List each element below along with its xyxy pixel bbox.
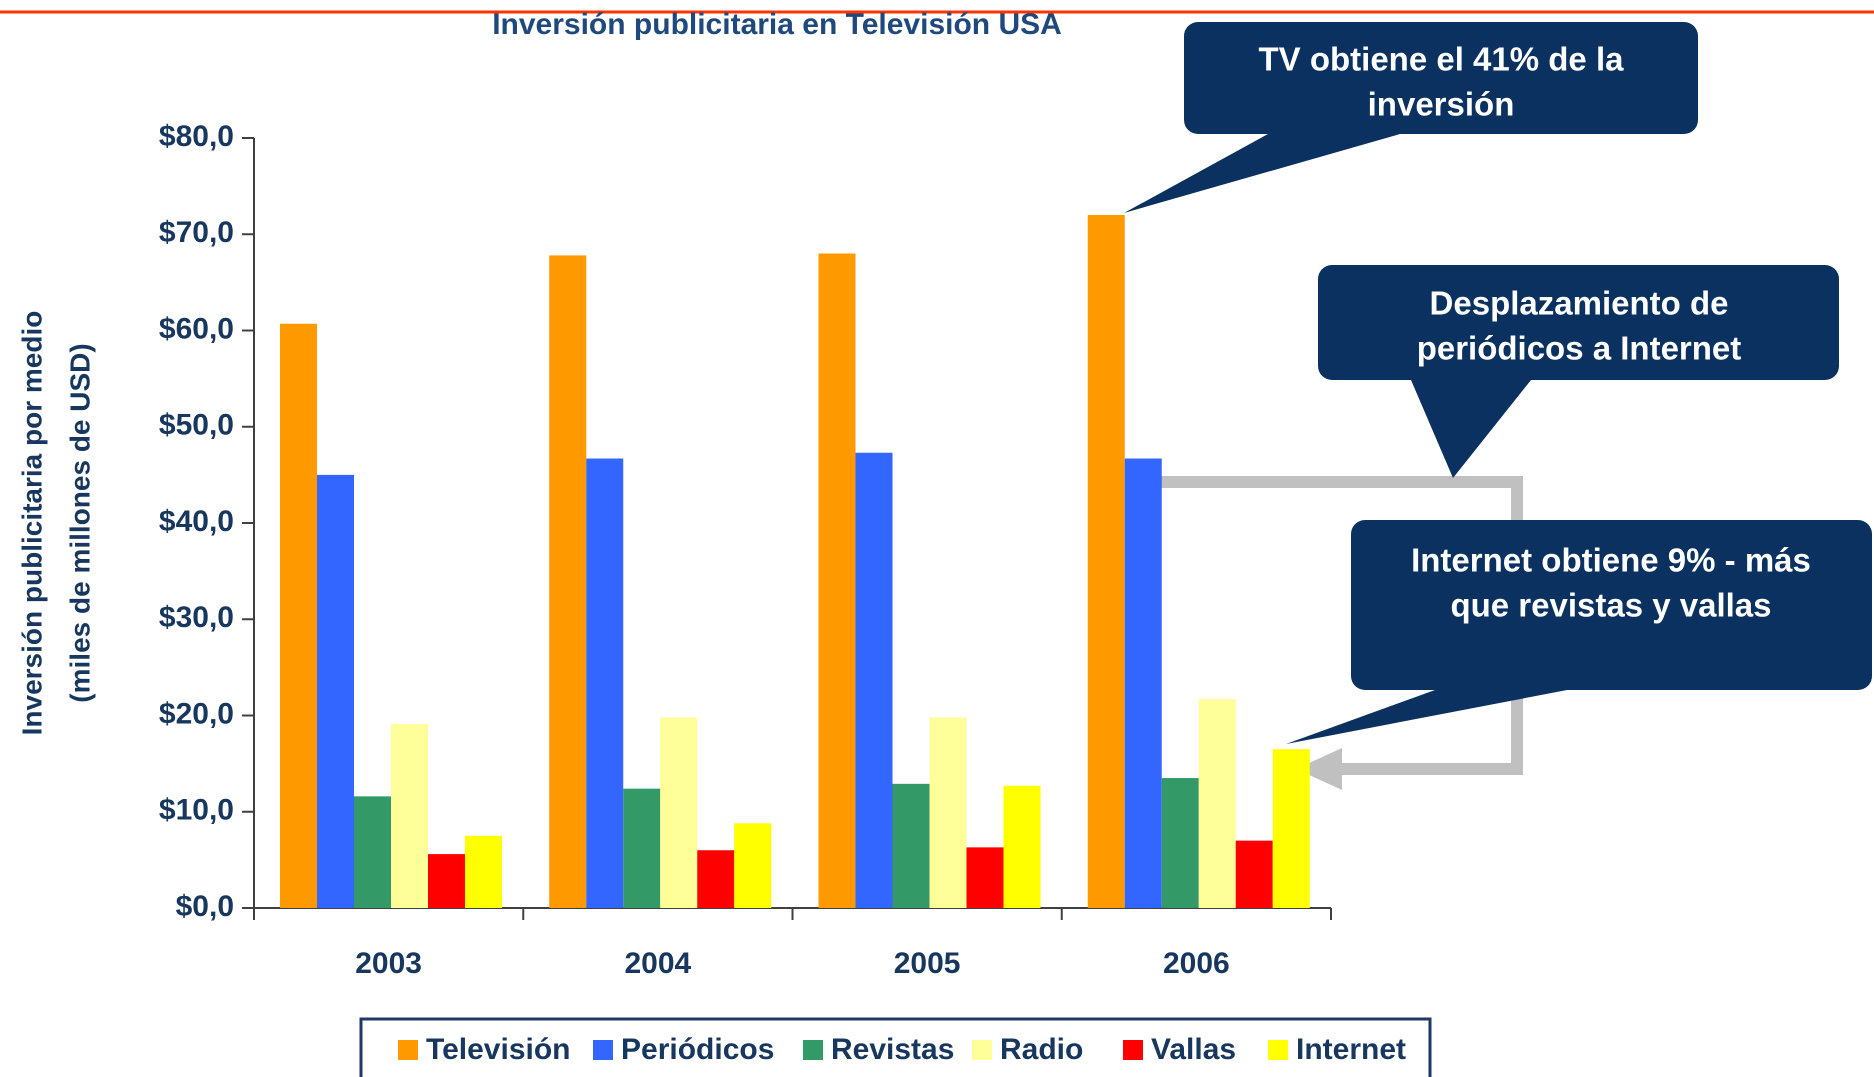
callout-text: TV obtiene el 41% de la <box>1259 41 1625 78</box>
legend-label: Revistas <box>831 1033 954 1066</box>
legend-swatch <box>972 1040 992 1060</box>
legend-swatch <box>1268 1040 1288 1060</box>
y-tick-label: $20,0 <box>159 697 234 730</box>
bar <box>549 255 587 909</box>
x-tick-label: 2003 <box>355 947 422 980</box>
y-tick-label: $60,0 <box>159 312 234 345</box>
bar <box>855 452 893 908</box>
y-tick-label: $30,0 <box>159 601 234 634</box>
bar <box>734 823 772 908</box>
legend-box <box>359 1017 1432 1077</box>
legend-label: Vallas <box>1151 1033 1236 1066</box>
bar <box>354 796 391 908</box>
x-tick-label: 2006 <box>1163 947 1230 980</box>
legend-swatch <box>593 1040 613 1060</box>
bar <box>929 717 967 908</box>
y-tick-label: $50,0 <box>159 409 234 442</box>
bar <box>697 850 735 908</box>
bar <box>428 854 465 908</box>
bar <box>1124 458 1162 908</box>
bar <box>660 717 698 908</box>
callout-text: que revistas y vallas <box>1450 587 1771 624</box>
legend-swatch <box>803 1040 823 1060</box>
callout: Internet obtiene 9% - más que revistas y… <box>1286 520 1872 744</box>
y-tick-label: $40,0 <box>159 505 234 538</box>
bar <box>623 788 661 908</box>
x-tick-label: 2004 <box>625 947 692 980</box>
chart-title: Inversión publicitaria en Televisión USA <box>492 8 1062 41</box>
bar <box>892 783 930 908</box>
y-tick-label: $10,0 <box>159 794 234 827</box>
y-axis-label: (miles de millones de USD) <box>64 343 95 702</box>
bar <box>280 323 317 908</box>
bar <box>1003 785 1041 908</box>
bar <box>1235 840 1273 908</box>
legend-label: Periódicos <box>621 1033 774 1066</box>
bar <box>1087 215 1125 908</box>
callout-text: inversión <box>1368 86 1515 123</box>
legend-label: Radio <box>1000 1033 1083 1066</box>
bar <box>465 835 502 908</box>
legend-label: Televisión <box>426 1033 571 1066</box>
y-tick-label: $80,0 <box>159 120 234 153</box>
legend-swatch <box>1123 1040 1143 1060</box>
bar <box>1272 749 1310 908</box>
bar <box>818 253 856 908</box>
arrow-head <box>1296 748 1342 790</box>
y-tick-label: $0,0 <box>176 890 234 923</box>
legend-label: Internet <box>1296 1033 1406 1066</box>
callout-text: periódicos a Internet <box>1417 330 1742 367</box>
callout: Desplazamiento de periódicos a Internet <box>1318 265 1839 478</box>
bar <box>391 724 428 908</box>
callout-text: Internet obtiene 9% - más <box>1411 542 1811 579</box>
callout: TV obtiene el 41% de la inversión <box>1124 22 1698 213</box>
bar <box>586 458 624 908</box>
y-axis-label: Inversión publicitaria por medio <box>16 311 47 736</box>
bar <box>317 474 354 908</box>
bar <box>1198 699 1236 908</box>
callout-text: Desplazamiento de <box>1430 285 1729 322</box>
x-tick-label: 2005 <box>894 947 961 980</box>
bar <box>966 847 1004 908</box>
y-tick-label: $70,0 <box>159 216 234 249</box>
bar <box>1161 778 1199 908</box>
legend-swatch <box>398 1040 418 1060</box>
